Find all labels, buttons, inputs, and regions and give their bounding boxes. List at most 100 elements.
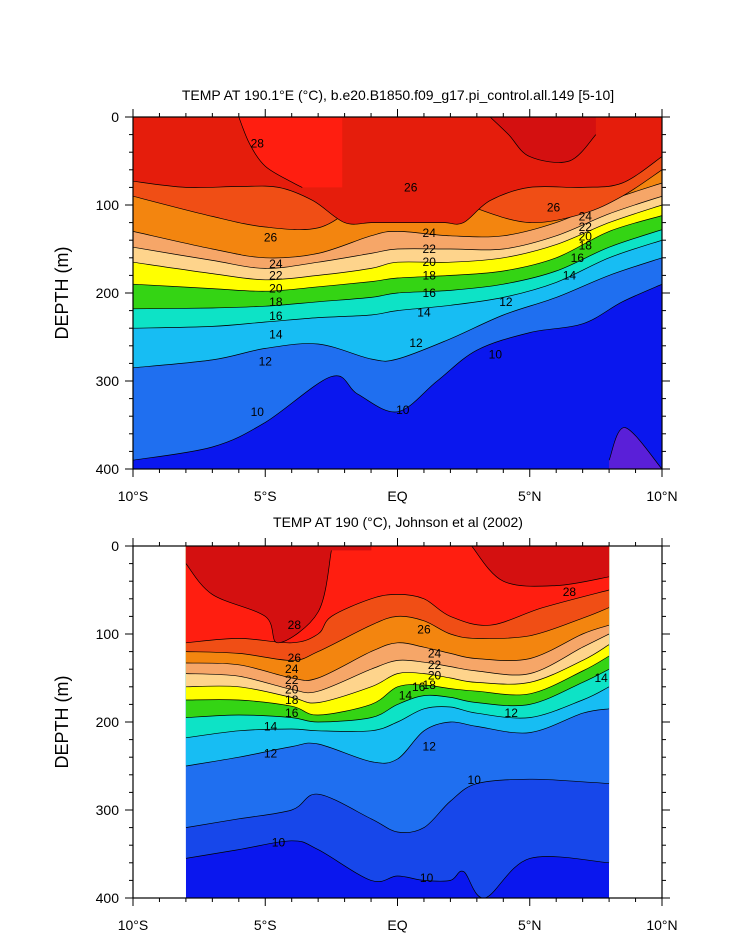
contour-label: 24 — [285, 662, 299, 676]
contour-line — [471, 546, 610, 587]
y-tick-label: 300 — [96, 373, 120, 389]
x-tick-label: 10°S — [118, 917, 149, 933]
contour-label: 10 — [396, 403, 410, 417]
contour-line — [133, 229, 662, 310]
x-tick-label: 5°N — [518, 488, 542, 504]
contour-line — [185, 644, 610, 704]
contour-plot-area: 2826262624222018161412102422201816141210… — [133, 117, 662, 469]
contour-label: 22 — [285, 673, 299, 687]
contour-label: 14 — [417, 305, 431, 319]
contour-line — [133, 283, 662, 461]
contour-label: 26 — [264, 231, 278, 245]
contour-line — [133, 156, 662, 225]
contour-line — [238, 117, 303, 188]
contour-line — [133, 257, 662, 369]
y-tick-label: 200 — [96, 285, 120, 301]
top-temperature-panel: TEMP AT 190.1°E (°C), b.e20.B1850.f09_g1… — [52, 87, 678, 504]
contour-line — [185, 708, 610, 767]
contour-label: 20 — [269, 282, 283, 296]
bottom-panel-y-axis-label: DEPTH (m) — [52, 676, 72, 769]
contour-line — [185, 589, 610, 644]
contour-line — [185, 633, 610, 694]
contour-label: 20 — [579, 230, 593, 244]
y-tick-label: 100 — [96, 626, 120, 642]
contour-line — [185, 550, 332, 644]
contour-label: 24 — [423, 226, 437, 240]
contour-line — [185, 624, 610, 681]
contour-line — [133, 215, 662, 292]
contour-line — [185, 655, 610, 716]
contour-label: 10 — [420, 871, 434, 885]
contour-label: 24 — [428, 646, 442, 660]
contour-line — [185, 686, 610, 739]
contour-line — [489, 117, 597, 163]
contour-label: 16 — [571, 251, 585, 265]
bottom-temperature-panel: TEMP AT 190 (°C), Johnson et al (2002) D… — [52, 514, 678, 933]
contour-line — [185, 840, 610, 898]
contour-label: 12 — [409, 336, 423, 350]
x-tick-label: 5°N — [518, 917, 542, 933]
contour-label: 26 — [417, 623, 431, 637]
x-tick-label: 10°N — [646, 917, 677, 933]
contour-label: 14 — [594, 671, 608, 685]
contour-fill — [609, 427, 662, 469]
contour-label: 14 — [264, 719, 278, 733]
contour-label: 10 — [251, 405, 265, 419]
contour-label: 24 — [579, 209, 593, 223]
contour-label: 10 — [468, 773, 482, 787]
contour-label: 12 — [505, 706, 519, 720]
contour-label: 22 — [423, 242, 437, 256]
contour-label: 12 — [259, 355, 273, 369]
contour-label: 16 — [269, 309, 283, 323]
contour-line — [185, 607, 610, 661]
y-tick-label: 400 — [96, 461, 120, 477]
contour-label: 14 — [399, 689, 413, 703]
contour-line — [608, 427, 662, 469]
top-panel-title: TEMP AT 190.1°E (°C), b.e20.B1850.f09_g1… — [182, 87, 614, 103]
contour-label: 12 — [264, 747, 278, 761]
contour-label: 10 — [272, 836, 286, 850]
contour-label: 26 — [404, 180, 418, 194]
y-tick-label: 0 — [111, 538, 119, 554]
y-tick-label: 200 — [96, 714, 120, 730]
contour-fill — [471, 546, 610, 587]
x-tick-label: 5°S — [254, 488, 277, 504]
contour-label: 22 — [579, 220, 593, 234]
contour-label: 16 — [423, 286, 437, 300]
contour-label: 14 — [269, 327, 283, 341]
contour-line — [133, 204, 662, 281]
contour-line — [185, 778, 610, 834]
y-tick-label: 0 — [111, 109, 119, 125]
x-tick-label: EQ — [387, 917, 407, 933]
contour-label: 24 — [269, 257, 283, 271]
contour-label: 12 — [423, 740, 437, 754]
x-tick-label: 10°S — [118, 488, 149, 504]
contour-label: 14 — [563, 268, 577, 282]
contour-fill — [198, 117, 343, 188]
contour-label: 26 — [547, 201, 561, 215]
contour-label: 28 — [563, 585, 577, 599]
contour-line — [133, 239, 662, 329]
contour-label: 18 — [423, 678, 437, 692]
y-tick-label: 100 — [96, 197, 120, 213]
x-tick-label: 10°N — [646, 488, 677, 504]
contour-label: 26 — [288, 651, 302, 665]
contour-fill — [490, 117, 596, 163]
contour-label: 18 — [269, 295, 283, 309]
contour-label: 18 — [579, 238, 593, 252]
contour-label: 12 — [499, 295, 513, 309]
contour-label: 28 — [288, 618, 302, 632]
contour-label: 18 — [423, 268, 437, 282]
x-tick-label: EQ — [387, 488, 407, 504]
x-tick-label: 5°S — [254, 917, 277, 933]
contour-label: 16 — [285, 706, 299, 720]
contour-fill — [185, 546, 372, 643]
top-panel-y-axis-label: DEPTH (m) — [52, 247, 72, 340]
contour-label: 16 — [412, 680, 426, 694]
contour-label: 22 — [428, 658, 442, 672]
contour-label: 28 — [251, 136, 265, 150]
contour-label: 10 — [489, 348, 503, 362]
y-tick-label: 400 — [96, 890, 120, 906]
